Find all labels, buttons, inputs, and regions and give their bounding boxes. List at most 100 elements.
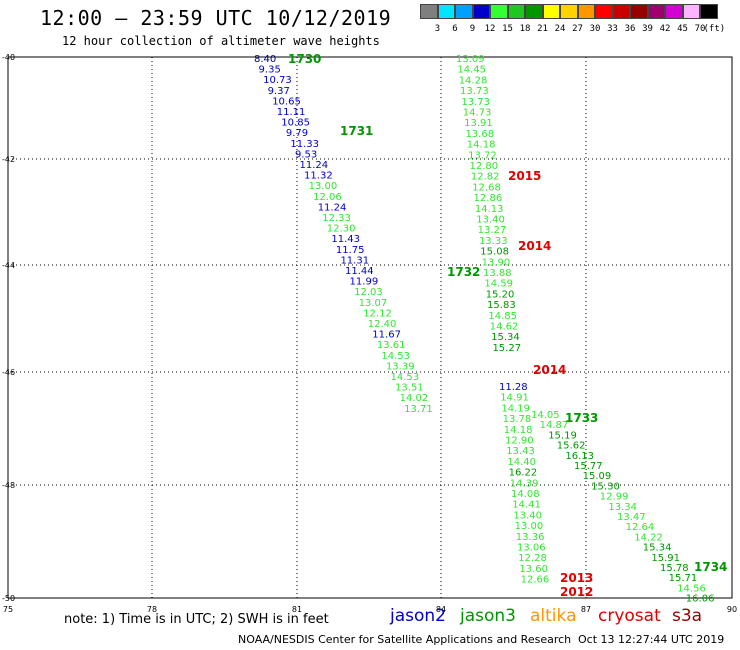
swh-value: 11.33 — [290, 139, 319, 150]
lat-tick-label: -44 — [2, 261, 15, 270]
pass-time-label: 1734 — [694, 560, 727, 574]
swh-value: 12.90 — [505, 436, 534, 447]
swh-value: 14.22 — [634, 532, 663, 543]
swh-value: 13.68 — [465, 129, 494, 140]
swh-value: 12.68 — [472, 182, 501, 193]
swh-value: 12.30 — [327, 224, 356, 235]
swh-value: 12.66 — [521, 575, 550, 586]
swh-value: 15.83 — [487, 300, 516, 311]
legend-cryosat: cryosat — [598, 606, 661, 626]
scale-swatch — [455, 4, 473, 19]
swh-value: 15.77 — [574, 461, 603, 472]
swh-value: 9.35 — [259, 65, 281, 76]
swh-value: 13.73 — [461, 97, 490, 108]
scale-label: 24 — [554, 24, 566, 34]
swh-value: 14.08 — [511, 489, 540, 500]
swh-value: 11.24 — [318, 202, 347, 213]
swh-value: 13.90 — [482, 257, 511, 268]
scale-label: 27 — [572, 24, 583, 34]
generated-timestamp: Oct 13 12:27:44 UTC 2019 — [578, 633, 725, 646]
pass-time-label: 2013 — [560, 571, 593, 585]
scale-swatch — [612, 4, 630, 19]
swh-value: 14.40 — [507, 457, 536, 468]
swh-value: 12.80 — [470, 161, 499, 172]
swh-value: 14.02 — [400, 393, 429, 404]
swh-value: 15.20 — [486, 289, 515, 300]
swh-value: 10.85 — [281, 118, 310, 129]
pass-time-label: 2014 — [533, 363, 566, 377]
legend-s3a: s3a — [672, 606, 703, 626]
swh-value: 13.39 — [386, 361, 415, 372]
pass-time-label: 1731 — [340, 124, 373, 138]
swh-value: 13.07 — [359, 298, 388, 309]
scale-label: 45 — [677, 24, 688, 34]
scale-label: 33 — [607, 24, 618, 34]
scale-label: 39 — [642, 24, 653, 34]
scale-label: 21 — [537, 24, 548, 34]
color-scale: 3 6 9 12 15 18 21 24 27 30 33 36 39 42 45 70 (ft) — [420, 4, 730, 40]
swh-value: 12.06 — [313, 192, 342, 203]
swh-value: 13.36 — [516, 532, 545, 543]
swh-value: 13.40 — [513, 510, 542, 521]
page-subtitle: 12 hour collection of altimeter wave hei… — [62, 34, 380, 48]
swh-value: 11.28 — [499, 382, 528, 393]
swh-value: 16.13 — [565, 451, 594, 462]
lat-tick-label: -40 — [2, 53, 15, 62]
scale-swatch — [700, 4, 718, 19]
swh-value: 15.09 — [583, 471, 612, 482]
legend-jason3: jason3 — [460, 606, 516, 626]
scale-swatch — [472, 4, 490, 19]
swh-value: 14.28 — [459, 75, 488, 86]
swh-value: 11.11 — [277, 107, 306, 118]
swh-value: 12.12 — [363, 308, 392, 319]
scale-label: 70 — [694, 24, 706, 34]
footer-note: note: 1) Time is in UTC; 2) SWH is in fe… — [64, 612, 329, 627]
swh-value: 15.91 — [651, 553, 680, 564]
swh-value: 14.18 — [467, 140, 496, 151]
swh-value: 14.41 — [512, 500, 541, 511]
swh-value: 11.67 — [372, 330, 401, 341]
lon-tick-label: 90 — [727, 605, 737, 614]
swh-value: 13.78 — [503, 414, 532, 425]
scale-swatch — [560, 4, 578, 19]
swh-value: 15.19 — [548, 430, 577, 441]
scale-swatch — [647, 4, 665, 19]
swh-value: 8.40 — [254, 54, 276, 65]
swh-value: 13.51 — [395, 383, 424, 394]
swh-value: 16.22 — [509, 468, 538, 479]
swh-value: 13.33 — [479, 236, 508, 247]
scale-label: 36 — [624, 24, 636, 34]
swh-value: 13.09 — [456, 54, 485, 65]
scale-label: 6 — [452, 24, 458, 34]
scale-swatch — [437, 4, 455, 19]
swh-value: 14.91 — [500, 393, 529, 404]
scale-swatch — [490, 4, 508, 19]
swh-value: 14.39 — [510, 478, 539, 489]
swh-value: 15.30 — [591, 481, 620, 492]
swh-value: 13.00 — [309, 181, 338, 192]
swh-value: 11.99 — [350, 277, 379, 288]
swh-value: 13.61 — [377, 340, 406, 351]
pass-time-label: 1733 — [565, 411, 598, 425]
swh-value: 13.60 — [519, 564, 548, 575]
swh-value: 14.85 — [488, 311, 517, 322]
scale-label: 9 — [469, 24, 476, 34]
swh-value: 11.31 — [340, 255, 369, 266]
lon-tick-label: 81 — [292, 605, 302, 614]
swh-value: 12.28 — [518, 553, 547, 564]
credit-line: NOAA/NESDIS Center for Satellite Applica… — [238, 633, 572, 646]
pass-time-label: 2012 — [560, 585, 593, 599]
scale-swatch — [665, 4, 683, 19]
lon-tick-label: 75 — [3, 605, 13, 614]
legend-altika: altika — [530, 606, 577, 626]
scale-swatch — [420, 4, 438, 19]
pass-time-label: 1730 — [288, 52, 321, 66]
swh-value: 14.56 — [677, 583, 706, 594]
lat-tick-label: -50 — [2, 594, 15, 603]
swh-value: 14.05 — [531, 410, 560, 421]
swh-value: 14.19 — [501, 403, 530, 414]
scale-swatch — [507, 4, 525, 19]
swh-value: 14.59 — [484, 279, 513, 290]
swh-value: 13.06 — [517, 543, 546, 554]
